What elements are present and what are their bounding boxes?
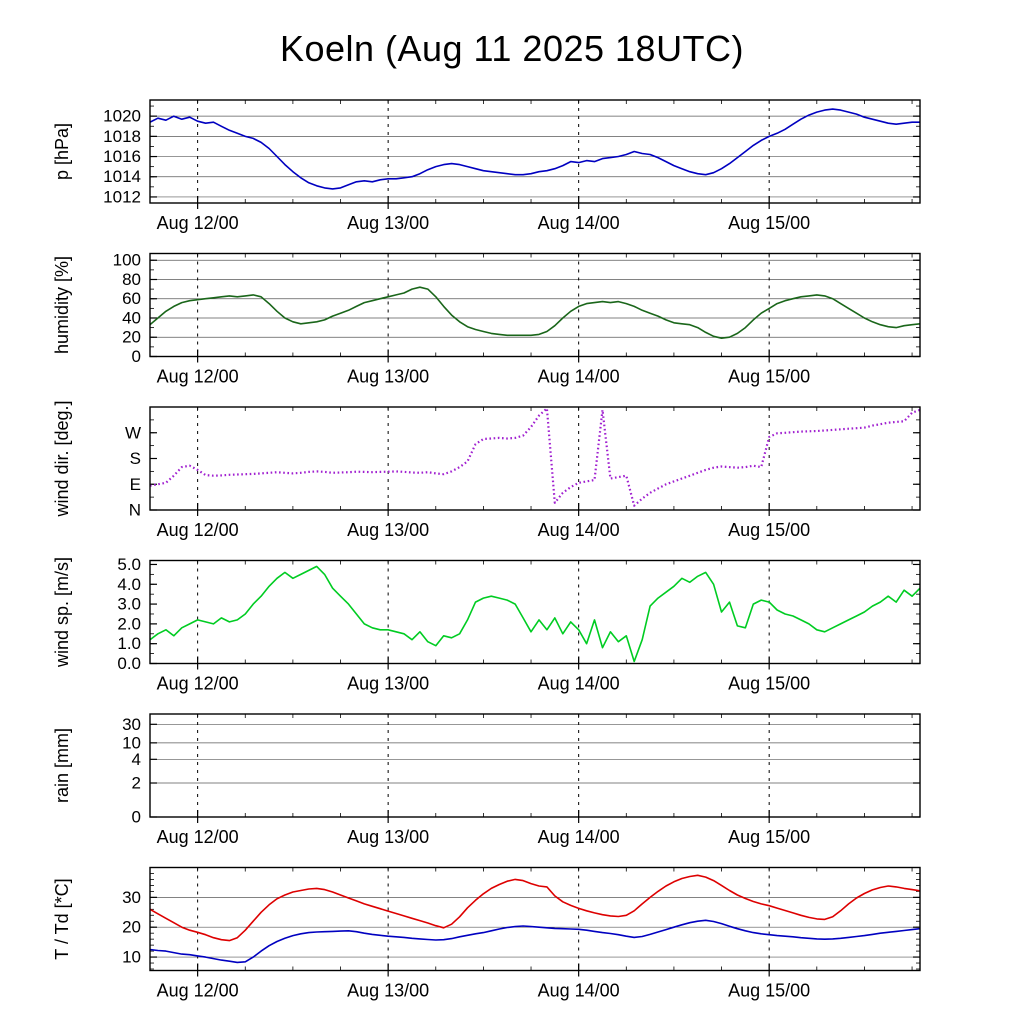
- svg-text:Aug 12/00: Aug 12/00: [157, 520, 239, 540]
- series-temperature: [150, 874, 920, 942]
- svg-text:30: 30: [122, 715, 141, 734]
- svg-text:60: 60: [122, 289, 141, 308]
- svg-text:Aug 12/00: Aug 12/00: [157, 981, 239, 1001]
- y-axis-label-humidity: humidity [%]: [52, 256, 72, 354]
- y-axis-label-pressure: p [hPa]: [52, 123, 72, 180]
- svg-text:N: N: [129, 501, 141, 520]
- svg-text:S: S: [130, 449, 141, 468]
- chart-title: Koeln (Aug 11 2025 18UTC): [279, 28, 745, 69]
- svg-text:Aug 14/00: Aug 14/00: [538, 827, 620, 847]
- svg-text:Aug 13/00: Aug 13/00: [347, 981, 429, 1001]
- svg-text:4.0: 4.0: [117, 575, 141, 594]
- svg-text:1018: 1018: [103, 127, 141, 146]
- svg-text:Aug 13/00: Aug 13/00: [347, 674, 429, 694]
- svg-text:Aug 15/00: Aug 15/00: [728, 520, 810, 540]
- series-dewpoint: [150, 919, 920, 964]
- svg-text:1012: 1012: [103, 187, 141, 206]
- y-axis-label-rain: rain [mm]: [52, 728, 72, 803]
- series-humidity: [150, 286, 920, 339]
- svg-text:10: 10: [122, 733, 141, 752]
- series-wind_direction: [150, 407, 920, 507]
- svg-text:1020: 1020: [103, 107, 141, 126]
- svg-text:Aug 14/00: Aug 14/00: [538, 674, 620, 694]
- series-wind_speed: [150, 565, 920, 663]
- y-axis-label-wind-speed: wind sp. [m/s]: [52, 557, 72, 668]
- series-pressure: [150, 108, 920, 190]
- panel-temperature-dewpoint: 10 20 30 Aug 12/00 Aug 13/00 Aug 14/00 Aug 15/…: [52, 866, 921, 1001]
- svg-text:Aug 15/00: Aug 15/00: [728, 827, 810, 847]
- svg-text:40: 40: [122, 308, 141, 327]
- svg-text:Aug 14/00: Aug 14/00: [538, 520, 620, 540]
- svg-text:Aug 12/00: Aug 12/00: [157, 827, 239, 847]
- svg-text:2.0: 2.0: [117, 614, 141, 633]
- y-axis-label-wind-direction: wind dir. [deg.]: [52, 400, 72, 517]
- svg-text:100: 100: [113, 251, 141, 270]
- svg-text:0: 0: [132, 808, 141, 827]
- svg-text:4: 4: [132, 750, 141, 769]
- y-axis-label-temperature-dewpoint: T / Td [*C]: [52, 878, 72, 959]
- svg-text:Aug 12/00: Aug 12/00: [157, 367, 239, 387]
- svg-text:10: 10: [122, 948, 141, 967]
- svg-text:Aug 13/00: Aug 13/00: [347, 827, 429, 847]
- svg-text:80: 80: [122, 270, 141, 289]
- svg-text:Aug 15/00: Aug 15/00: [728, 674, 810, 694]
- svg-text:Aug 14/00: Aug 14/00: [538, 213, 620, 233]
- svg-text:Aug 14/00: Aug 14/00: [538, 367, 620, 387]
- svg-text:Aug 13/00: Aug 13/00: [347, 520, 429, 540]
- svg-text:1014: 1014: [103, 167, 141, 186]
- svg-text:Aug 12/00: Aug 12/00: [157, 674, 239, 694]
- svg-text:0: 0: [132, 347, 141, 366]
- svg-text:1016: 1016: [103, 147, 141, 166]
- svg-text:E: E: [130, 475, 141, 494]
- panel-wind-speed: 0.01.02.03.04.05.0 Aug 12/00 Aug 13/00 Aug …: [52, 555, 921, 694]
- svg-text:Aug 12/00: Aug 12/00: [157, 213, 239, 233]
- svg-text:1.0: 1.0: [117, 634, 141, 653]
- svg-text:3.0: 3.0: [117, 595, 141, 614]
- svg-text:Aug 15/00: Aug 15/00: [728, 213, 810, 233]
- svg-text:Aug 15/00: Aug 15/00: [728, 981, 810, 1001]
- svg-text:Aug 13/00: Aug 13/00: [347, 367, 429, 387]
- svg-text:0.0: 0.0: [117, 654, 141, 673]
- svg-text:Aug 15/00: Aug 15/00: [728, 367, 810, 387]
- svg-text:20: 20: [122, 918, 141, 937]
- svg-text:W: W: [125, 423, 141, 442]
- svg-text:20: 20: [122, 328, 141, 347]
- svg-text:30: 30: [122, 888, 141, 907]
- svg-text:Aug 14/00: Aug 14/00: [538, 981, 620, 1001]
- svg-text:5.0: 5.0: [117, 555, 141, 574]
- svg-text:Aug 13/00: Aug 13/00: [347, 213, 429, 233]
- svg-text:2: 2: [132, 774, 141, 793]
